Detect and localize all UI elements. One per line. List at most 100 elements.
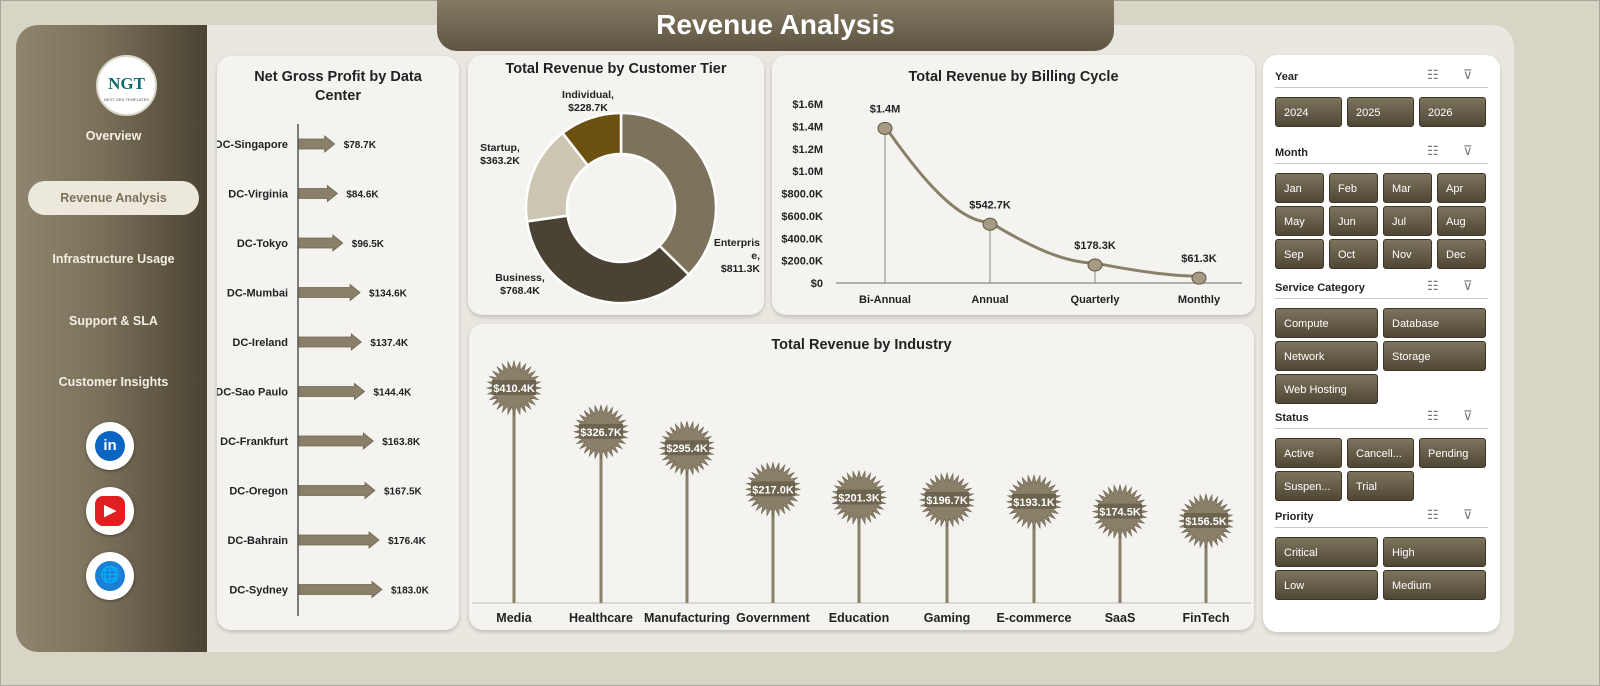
slicer-button-status-suspen[interactable]: Suspen... xyxy=(1275,471,1342,501)
series-line xyxy=(883,125,1200,278)
nav-item-revenue-analysis[interactable]: Revenue Analysis xyxy=(28,181,199,215)
data-label-fintech: $156.5K xyxy=(1185,516,1227,528)
slicer-button-month-apr[interactable]: Apr xyxy=(1437,173,1486,203)
clear-filter-icon[interactable]: ⊽ xyxy=(1463,67,1473,82)
slicer-button-month-mar[interactable]: Mar xyxy=(1383,173,1432,203)
slicer-button-status-pending[interactable]: Pending xyxy=(1419,438,1486,468)
tick-label-dc-sao-paulo: DC-Sao Paulo xyxy=(217,387,288,399)
x-tick-fintech: FinTech xyxy=(1183,611,1230,625)
slicer-button-service-category-database[interactable]: Database xyxy=(1383,308,1486,338)
slicer-button-status-trial[interactable]: Trial xyxy=(1347,471,1414,501)
slicer-button-service-category-network[interactable]: Network xyxy=(1275,341,1378,371)
customer-tier-title: Total Revenue by Customer Tier xyxy=(505,61,727,77)
slicer-divider xyxy=(1275,87,1488,88)
multi-select-icon[interactable]: ☷ xyxy=(1427,408,1439,423)
slicer-button-month-aug[interactable]: Aug xyxy=(1437,206,1486,236)
slicer-button-priority-low[interactable]: Low xyxy=(1275,570,1378,600)
y-tick-2: $400.0K xyxy=(781,233,823,245)
gross-profit-title: Net Gross Profit by Data Center xyxy=(254,69,422,104)
data-label-gaming: $196.7K xyxy=(926,495,968,507)
slicer-button-month-nov[interactable]: Nov xyxy=(1383,239,1432,269)
slicer-button-priority-critical[interactable]: Critical xyxy=(1275,537,1378,567)
slicer-button-service-category-compute[interactable]: Compute xyxy=(1275,308,1378,338)
slice-label-business: Business, $768.4K xyxy=(495,272,545,297)
tick-label-dc-frankfurt: DC-Frankfurt xyxy=(220,436,288,448)
data-label-monthly: $61.3K xyxy=(1181,253,1217,265)
x-tick-manufacturing: Manufacturing xyxy=(644,611,730,625)
data-label-dc-oregon: $167.5K xyxy=(384,487,423,498)
slicer-divider xyxy=(1275,428,1488,429)
clear-filter-icon[interactable]: ⊽ xyxy=(1463,278,1473,293)
billing-cycle-panel: Total Revenue by Billing Cycle $0 $200.0K… xyxy=(772,55,1255,315)
slice-label-individual: Individual, $228.7K xyxy=(562,89,614,114)
point-bi-annual xyxy=(877,121,893,135)
multi-select-icon[interactable]: ☷ xyxy=(1427,278,1439,293)
label-bg-media xyxy=(492,380,536,395)
clear-filter-icon[interactable]: ⊽ xyxy=(1463,143,1473,158)
slicer-button-month-oct[interactable]: Oct xyxy=(1329,239,1378,269)
y-tick-3: $600.0K xyxy=(781,211,823,223)
y-tick-8: $1.6M xyxy=(792,99,823,111)
data-label-dc-singapore: $78.7K xyxy=(344,140,377,151)
gross-profit-chart: DC-Singapore $78.7K DC-Virginia $84.6K DC-To… xyxy=(217,124,430,616)
slicer-button-priority-high[interactable]: High xyxy=(1383,537,1486,567)
x-tick-bi-annual: Bi-Annual xyxy=(859,294,911,306)
nav-item-support-sla[interactable]: Support & SLA xyxy=(69,314,158,328)
slicer-button-service-category-storage[interactable]: Storage xyxy=(1383,341,1486,371)
data-label-annual: $542.7K xyxy=(969,199,1011,211)
slicer-button-month-jul[interactable]: Jul xyxy=(1383,206,1432,236)
globe-icon[interactable]: 🌐 xyxy=(86,552,134,600)
slicer-button-month-feb[interactable]: Feb xyxy=(1329,173,1378,203)
slicer-divider xyxy=(1275,163,1488,164)
slicer-button-month-dec[interactable]: Dec xyxy=(1437,239,1486,269)
youtube-icon[interactable]: ▶ xyxy=(86,487,134,535)
slice-label-enterprise: Enterpris e, $811.3K xyxy=(714,237,761,275)
nav-item-infrastructure-usage[interactable]: Infrastructure Usage xyxy=(52,252,175,266)
label-bg-fintech xyxy=(1184,513,1228,529)
multi-select-icon[interactable]: ☷ xyxy=(1427,507,1439,522)
billing-cycle-title: Total Revenue by Billing Cycle xyxy=(908,69,1119,85)
bar-dc-sao-paulo xyxy=(298,382,366,401)
slicer-button-month-jun[interactable]: Jun xyxy=(1329,206,1378,236)
tick-label-dc-sydney: DC-Sydney xyxy=(229,585,289,597)
tick-label-dc-mumbai: DC-Mumbai xyxy=(227,288,288,300)
data-label-dc-sao-paulo: $144.4K xyxy=(373,388,412,399)
data-label-dc-ireland: $137.4K xyxy=(370,338,409,349)
data-label-dc-virginia: $84.6K xyxy=(346,190,379,201)
slicer-button-year-2026[interactable]: 2026 xyxy=(1419,97,1486,127)
data-label-dc-frankfurt: $163.8K xyxy=(382,437,421,448)
customer-tier-panel: Total Revenue by Customer Tier Enterpris… xyxy=(468,55,764,315)
point-monthly xyxy=(1191,271,1207,285)
x-tick-education: Education xyxy=(829,611,889,625)
multi-select-icon[interactable]: ☷ xyxy=(1427,143,1439,158)
slicer-button-status-active[interactable]: Active xyxy=(1275,438,1342,468)
slicer-button-year-2025[interactable]: 2025 xyxy=(1347,97,1414,127)
nav-item-customer-insights[interactable]: Customer Insights xyxy=(58,375,169,389)
nav-item-overview[interactable]: Overview xyxy=(85,129,142,143)
industry-chart: $410.4K Media $326.7K Healthcare $295.4K Manu… xyxy=(472,359,1251,625)
multi-select-icon[interactable]: ☷ xyxy=(1427,67,1439,82)
globe-glyph: 🌐 xyxy=(95,561,125,591)
bar-dc-virginia xyxy=(298,184,339,203)
x-tick-monthly: Monthly xyxy=(1178,294,1221,306)
bar-dc-oregon xyxy=(298,481,376,500)
slicer-button-status-cancell[interactable]: Cancell... xyxy=(1347,438,1414,468)
clear-filter-icon[interactable]: ⊽ xyxy=(1463,408,1473,423)
slicer-button-month-jan[interactable]: Jan xyxy=(1275,173,1324,203)
point-annual xyxy=(982,217,998,231)
y-tick-1: $200.0K xyxy=(781,256,823,268)
slicer-button-year-2024[interactable]: 2024 xyxy=(1275,97,1342,127)
slicer-button-month-may[interactable]: May xyxy=(1275,206,1324,236)
slicer-button-priority-medium[interactable]: Medium xyxy=(1383,570,1486,600)
slicer-button-month-sep[interactable]: Sep xyxy=(1275,239,1324,269)
tick-label-dc-virginia: DC-Virginia xyxy=(228,189,289,201)
slicer-button-service-category-web-hosting[interactable]: Web Hosting xyxy=(1275,374,1378,404)
slicer-divider xyxy=(1275,298,1488,299)
slicer-title-service-category: Service Category xyxy=(1275,282,1365,294)
bar-dc-sydney xyxy=(298,580,383,599)
data-label-government: $217.0K xyxy=(752,484,794,496)
slice-enterprise xyxy=(619,111,718,277)
linkedin-icon[interactable]: in xyxy=(86,422,134,470)
clear-filter-icon[interactable]: ⊽ xyxy=(1463,507,1473,522)
bar-dc-mumbai xyxy=(298,283,361,302)
